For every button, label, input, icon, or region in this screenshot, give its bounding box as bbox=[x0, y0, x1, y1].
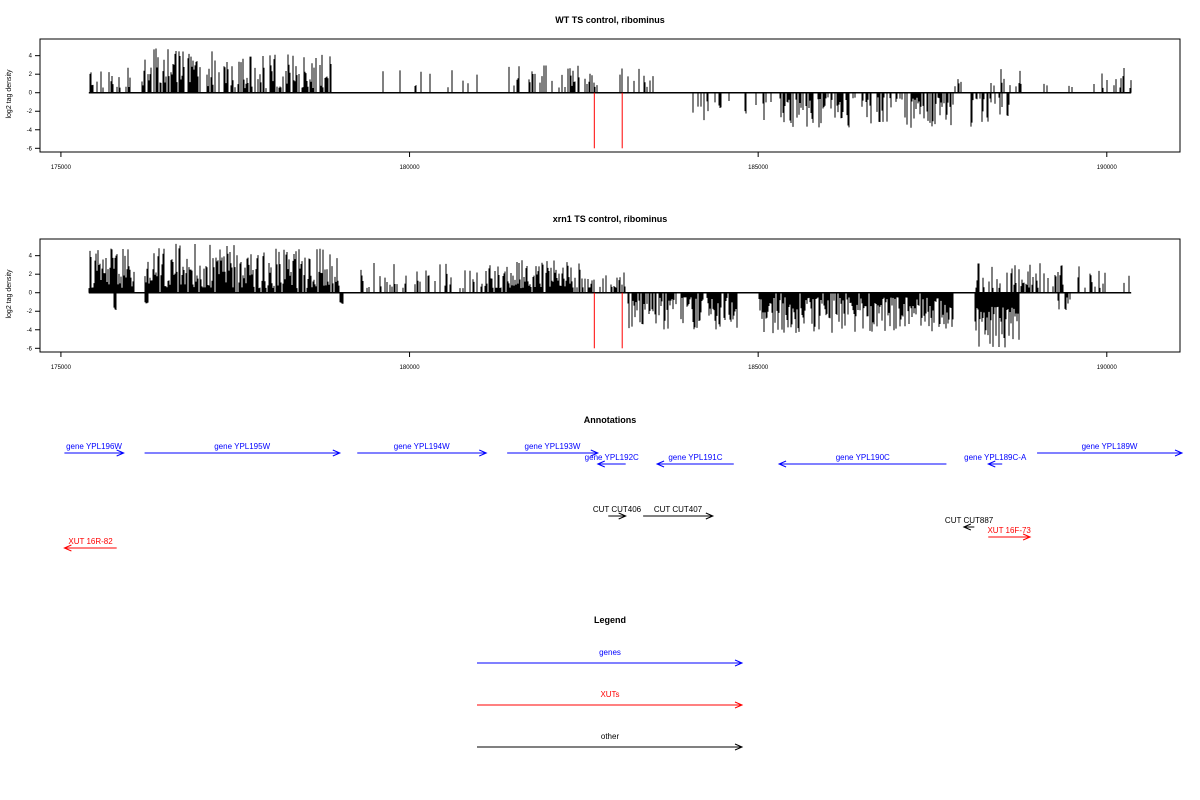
annotation-label: gene YPL189W bbox=[1082, 442, 1138, 451]
wt-x-ticks: 175000 180000 185000 190000 bbox=[51, 165, 1118, 171]
xrn1-tick-marks bbox=[35, 255, 1108, 357]
arrow-head-icon bbox=[116, 449, 125, 457]
wt-y-axis-label: log2 tag density bbox=[6, 69, 13, 119]
xrn1-panel: xrn1 TS control, ribominus log2 tag dens… bbox=[6, 214, 1181, 371]
wt-y-tick: 0 bbox=[29, 91, 33, 97]
wt-x-tick: 190000 bbox=[1097, 165, 1118, 171]
xrn1-y-tick: -2 bbox=[27, 309, 33, 315]
xrn1-bars bbox=[88, 243, 1130, 348]
annotation-label: CUT CUT887 bbox=[945, 516, 994, 525]
xrn1-x-ticks: 175000 180000 185000 190000 bbox=[51, 365, 1118, 371]
arrow-head-icon bbox=[705, 512, 715, 520]
annotation-gene-ypl191c: gene YPL191C bbox=[655, 453, 734, 468]
annotation-label: CUT CUT407 bbox=[654, 505, 703, 514]
wt-y-tick: 2 bbox=[29, 72, 33, 78]
annotation-label: CUT CUT406 bbox=[593, 505, 642, 514]
annotation-gene-ypl196w: gene YPL196W bbox=[64, 442, 125, 457]
wt-plot-frame bbox=[39, 38, 1181, 153]
annotation-label: XUT 16F-73 bbox=[987, 526, 1031, 535]
wt-x-tick: 185000 bbox=[748, 165, 769, 171]
wt-panel: WT TS control, ribominus log2 tag densit… bbox=[6, 15, 1181, 171]
legend-item-xuts: XUTs bbox=[477, 690, 744, 709]
xrn1-x-tick: 175000 bbox=[51, 365, 72, 371]
annotation-label: gene YPL193W bbox=[525, 442, 581, 451]
wt-tick-marks bbox=[35, 55, 1108, 157]
xrn1-chart-title: xrn1 TS control, ribominus bbox=[553, 214, 668, 224]
annotation-gene-ypl194w: gene YPL194W bbox=[357, 442, 488, 457]
annotation-label: gene YPL194W bbox=[394, 442, 450, 451]
arrow-head-icon bbox=[618, 512, 627, 520]
annotation-label: gene YPL195W bbox=[214, 442, 270, 451]
annotation-label: gene YPL196W bbox=[66, 442, 122, 451]
legend: genes XUTs other bbox=[477, 648, 744, 751]
wt-y-ticks: 4 2 0 -2 -4 -6 bbox=[27, 54, 33, 153]
arrow-head-icon bbox=[1174, 449, 1184, 457]
arrow-head-icon bbox=[962, 523, 972, 531]
annotations-track: gene YPL196W gene YPL195W gene YPL194W gene… bbox=[63, 442, 1184, 552]
annotation-label: gene YPL192C bbox=[585, 453, 639, 462]
xrn1-y-tick: 2 bbox=[29, 272, 33, 278]
annotation-gene-ypl190c: gene YPL190C bbox=[777, 453, 947, 468]
arrow-head-icon bbox=[655, 460, 665, 468]
wt-bars bbox=[89, 48, 1132, 128]
arrow-head-icon bbox=[479, 449, 488, 457]
wt-x-tick: 180000 bbox=[400, 165, 421, 171]
arrow-head-icon bbox=[734, 743, 744, 751]
arrow-head-icon bbox=[734, 659, 744, 667]
annotations-title: Annotations bbox=[584, 415, 637, 425]
wt-y-tick: -2 bbox=[27, 109, 33, 115]
annotation-gene-ypl195w: gene YPL195W bbox=[144, 442, 342, 457]
annotation-xut-16f-73: XUT 16F-73 bbox=[987, 526, 1032, 541]
annotation-cut-cut406: CUT CUT406 bbox=[593, 505, 642, 520]
xrn1-plot-frame bbox=[39, 238, 1181, 353]
arrow-head-icon bbox=[596, 460, 605, 468]
annotation-xut-16r-82: XUT 16R-82 bbox=[63, 537, 117, 552]
arrow-head-icon bbox=[734, 701, 744, 709]
annotation-cut-cut407: CUT CUT407 bbox=[643, 505, 715, 520]
xrn1-y-axis-label: log2 tag density bbox=[6, 269, 13, 319]
arrow-head-icon bbox=[986, 460, 996, 468]
legend-label: XUTs bbox=[600, 690, 619, 699]
legend-label: other bbox=[601, 732, 620, 741]
annotation-label: gene YPL191C bbox=[668, 453, 722, 462]
arrow-head-icon bbox=[332, 449, 342, 457]
wt-y-tick: -4 bbox=[27, 128, 33, 134]
xrn1-markers bbox=[593, 292, 623, 349]
xrn1-y-ticks: 4 2 0 -2 -4 -6 bbox=[27, 254, 33, 353]
annotation-cut-cut887: CUT CUT887 bbox=[945, 516, 994, 531]
xrn1-y-tick: 0 bbox=[29, 291, 33, 297]
annotation-gene-ypl193w: gene YPL193W bbox=[507, 442, 600, 457]
legend-label: genes bbox=[599, 648, 621, 657]
arrow-head-icon bbox=[777, 460, 787, 468]
legend-item-genes: genes bbox=[477, 648, 744, 667]
annotation-label: gene YPL190C bbox=[836, 453, 890, 462]
annotation-gene-ypl192c: gene YPL192C bbox=[585, 453, 639, 468]
arrow-head-icon bbox=[590, 449, 600, 457]
annotation-label: gene YPL189C-A bbox=[964, 453, 1027, 462]
wt-chart-title: WT TS control, ribominus bbox=[555, 15, 665, 25]
annotation-label: XUT 16R-82 bbox=[68, 537, 113, 546]
annotation-gene-ypl189c-a: gene YPL189C-A bbox=[964, 453, 1027, 468]
legend-title: Legend bbox=[594, 615, 626, 625]
wt-x-tick: 175000 bbox=[51, 165, 72, 171]
arrow-head-icon bbox=[1022, 533, 1032, 541]
annotation-gene-ypl189w: gene YPL189W bbox=[1037, 442, 1184, 457]
xrn1-y-tick: 4 bbox=[29, 254, 33, 260]
xrn1-y-tick: -6 bbox=[27, 346, 33, 352]
wt-y-tick: 4 bbox=[29, 54, 33, 60]
xrn1-x-tick: 185000 bbox=[748, 365, 769, 371]
xrn1-y-tick: -4 bbox=[27, 328, 33, 334]
wt-y-tick: -6 bbox=[27, 146, 33, 152]
wt-markers bbox=[593, 92, 623, 149]
legend-item-other: other bbox=[477, 732, 744, 751]
xrn1-x-tick: 190000 bbox=[1097, 365, 1118, 371]
arrow-head-icon bbox=[63, 544, 72, 552]
xrn1-x-tick: 180000 bbox=[400, 365, 421, 371]
